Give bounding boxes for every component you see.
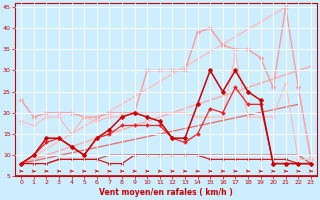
X-axis label: Vent moyen/en rafales ( km/h ): Vent moyen/en rafales ( km/h ) [99,188,233,197]
